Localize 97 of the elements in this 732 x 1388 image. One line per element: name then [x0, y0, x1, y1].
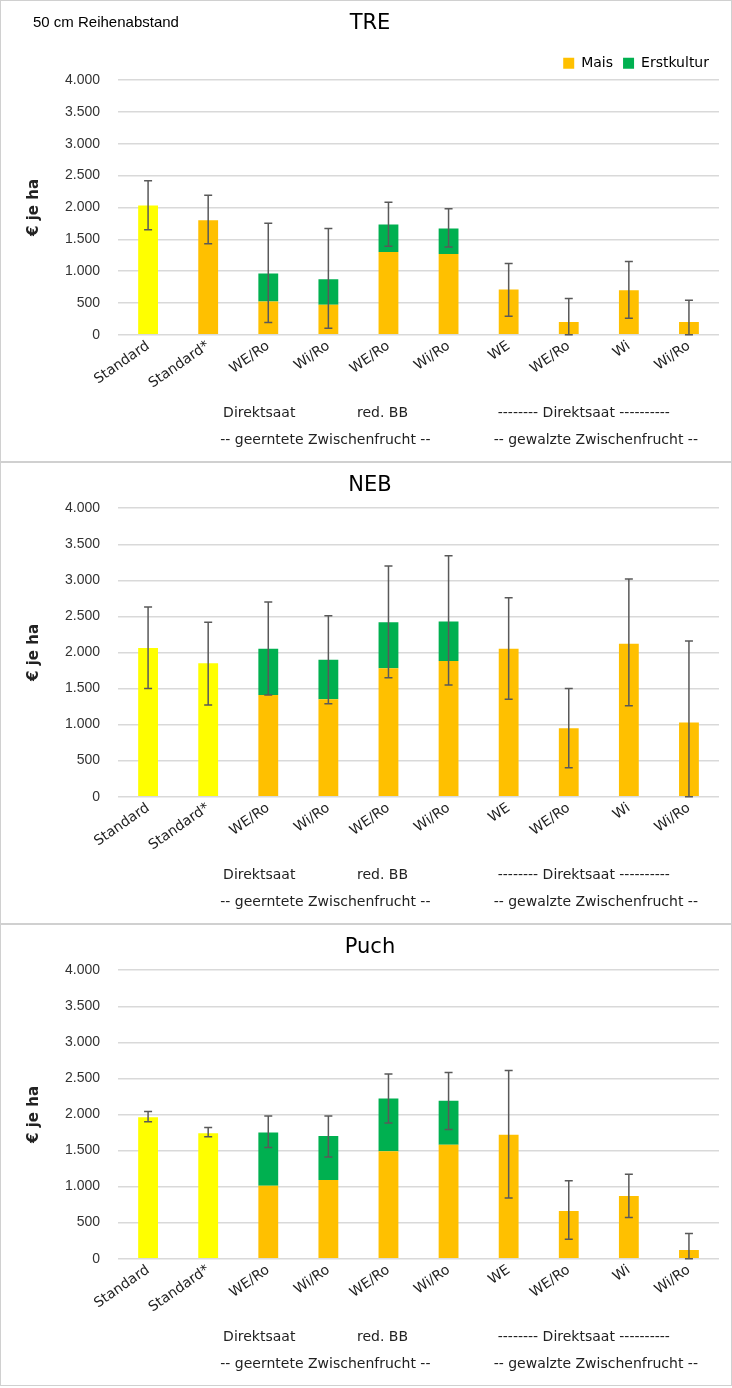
- bar: [378, 1098, 399, 1152]
- y-tick-label: 500: [76, 1213, 101, 1230]
- x-tick-label: Wi: [609, 1260, 633, 1284]
- text: -- gewalzte Zwischenfrucht --: [493, 430, 698, 447]
- text: Direktsaat: [223, 403, 296, 420]
- text: -------- Direktsaat ----------: [497, 403, 670, 420]
- bar: [378, 1151, 399, 1258]
- bar: [318, 659, 339, 700]
- y-tick-label: 2.000: [64, 643, 101, 660]
- chart-title: Puch: [344, 934, 396, 959]
- y-tick-label: 3.500: [64, 997, 101, 1014]
- bar: [498, 289, 519, 334]
- y-tick-label: 1.000: [64, 261, 101, 278]
- y-tick-label: 2.500: [64, 1069, 101, 1086]
- y-tick-label: 4.000: [64, 961, 101, 978]
- y-tick-label: 0: [92, 787, 101, 804]
- bar: [198, 1133, 219, 1258]
- text: -------- Direktsaat ----------: [497, 1327, 670, 1344]
- chart-title: TRE: [348, 10, 391, 35]
- bar: [378, 668, 399, 796]
- text: -- geerntete Zwischenfrucht --: [220, 892, 431, 909]
- bar: [438, 253, 459, 334]
- y-tick-label: 0: [92, 1249, 101, 1266]
- y-axis-title: € je ha: [23, 1085, 42, 1144]
- text: -------- Direktsaat ----------: [497, 865, 670, 882]
- bar: [258, 1185, 279, 1258]
- legend-label: Erstkultur: [641, 53, 710, 70]
- y-tick-label: 1.000: [64, 715, 101, 732]
- bar: [258, 648, 279, 695]
- bar: [679, 722, 699, 796]
- y-tick-label: 2.500: [64, 607, 101, 624]
- y-axis-title: € je ha: [23, 623, 42, 682]
- y-tick-label: 2.000: [64, 198, 101, 215]
- x-tick-label: WE: [484, 1260, 513, 1288]
- bar: [318, 279, 339, 305]
- x-tick-label: WE: [484, 336, 513, 364]
- y-tick-label: 1.500: [64, 679, 101, 696]
- y-tick-label: 2.000: [64, 1105, 101, 1122]
- y-tick-label: 3.000: [64, 134, 101, 151]
- bar: [138, 648, 158, 796]
- bar: [438, 1144, 459, 1258]
- y-tick-label: 0: [92, 325, 101, 342]
- bar: [258, 273, 279, 302]
- bar: [378, 622, 399, 669]
- bar: [438, 1100, 459, 1145]
- bar: [198, 663, 219, 796]
- y-tick-label: 500: [76, 293, 101, 310]
- bar: [618, 290, 639, 334]
- text: Direktsaat: [223, 1327, 296, 1344]
- text: -- gewalzte Zwischenfrucht --: [493, 892, 698, 909]
- text: red. BB: [356, 865, 408, 882]
- bar: [258, 695, 279, 796]
- y-tick-label: 1.500: [64, 230, 101, 247]
- text: -- geerntete Zwischenfrucht --: [220, 430, 431, 447]
- y-tick-label: 3.500: [64, 535, 101, 552]
- y-axis-title: € je ha: [23, 178, 42, 237]
- text: -- geerntete Zwischenfrucht --: [220, 1354, 431, 1371]
- bar: [438, 621, 459, 662]
- legend-label: Mais: [581, 53, 614, 70]
- bar: [378, 251, 399, 334]
- bar: [258, 301, 279, 334]
- bar: [498, 648, 519, 796]
- y-tick-label: 2.500: [64, 166, 101, 183]
- chart-title: NEB: [348, 472, 392, 497]
- bar: [618, 1195, 639, 1258]
- bar: [558, 1211, 579, 1258]
- x-tick-label: WE: [484, 798, 513, 826]
- y-tick-label: 3.500: [64, 102, 101, 119]
- text: red. BB: [356, 1327, 408, 1344]
- bar: [498, 1134, 519, 1258]
- y-tick-label: 1.000: [64, 1177, 101, 1194]
- x-tick-label: Wi: [609, 336, 633, 360]
- text: -- gewalzte Zwischenfrucht --: [493, 1354, 698, 1371]
- bar: [679, 321, 699, 334]
- bar: [138, 1117, 158, 1258]
- bar: [318, 699, 339, 796]
- bar: [618, 643, 639, 796]
- text: Direktsaat: [223, 865, 296, 882]
- bar: [679, 1250, 699, 1258]
- x-tick-label: Wi: [609, 798, 633, 822]
- bar: [318, 304, 339, 334]
- y-tick-label: 1.500: [64, 1141, 101, 1158]
- bar: [438, 661, 459, 796]
- chart-subtitle: 50 cm Reihenabstand: [33, 13, 179, 31]
- y-tick-label: 4.000: [64, 71, 101, 88]
- bar: [198, 220, 219, 334]
- text: red. BB: [356, 403, 408, 420]
- bar: [138, 205, 158, 334]
- y-tick-label: 4.000: [64, 499, 101, 516]
- bar: [558, 728, 579, 796]
- y-tick-label: 3.000: [64, 571, 101, 588]
- bar: [318, 1136, 339, 1181]
- bar: [258, 1132, 279, 1186]
- y-tick-label: 3.000: [64, 1033, 101, 1050]
- bar: [438, 228, 459, 254]
- y-tick-label: 500: [76, 751, 101, 768]
- bar: [318, 1180, 339, 1258]
